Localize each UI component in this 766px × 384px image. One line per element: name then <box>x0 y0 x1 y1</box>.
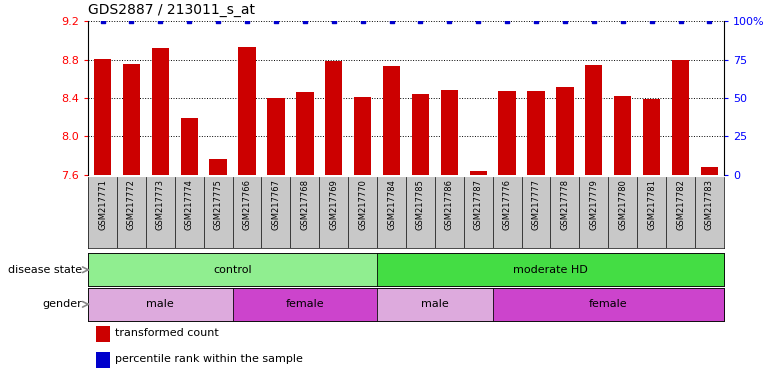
Point <box>501 18 513 24</box>
Point <box>530 18 542 24</box>
Bar <box>383 66 400 175</box>
Bar <box>440 90 458 175</box>
Text: GSM217782: GSM217782 <box>676 179 685 230</box>
Point <box>183 18 195 24</box>
Bar <box>96 326 110 342</box>
Point <box>328 18 340 24</box>
Bar <box>238 47 256 175</box>
Text: GSM217772: GSM217772 <box>127 179 136 230</box>
Text: GSM217768: GSM217768 <box>300 179 309 230</box>
Point <box>674 18 686 24</box>
Point <box>472 18 484 24</box>
Bar <box>701 167 718 175</box>
Text: GDS2887 / 213011_s_at: GDS2887 / 213011_s_at <box>88 3 255 17</box>
Bar <box>88 253 377 286</box>
Text: GSM217779: GSM217779 <box>589 179 598 230</box>
Text: GSM217775: GSM217775 <box>214 179 223 230</box>
Text: female: female <box>589 299 627 310</box>
Point <box>414 18 427 24</box>
Bar <box>672 60 689 175</box>
Bar <box>527 91 545 175</box>
Text: GSM217767: GSM217767 <box>271 179 280 230</box>
Bar <box>88 288 233 321</box>
Text: GSM217776: GSM217776 <box>502 179 512 230</box>
Text: GSM217766: GSM217766 <box>243 179 251 230</box>
Text: transformed count: transformed count <box>115 328 218 338</box>
Bar <box>614 96 631 175</box>
Bar <box>325 61 342 175</box>
Point <box>126 18 138 24</box>
Text: GSM217786: GSM217786 <box>445 179 453 230</box>
Text: female: female <box>286 299 324 310</box>
Text: GSM217774: GSM217774 <box>185 179 194 230</box>
Text: percentile rank within the sample: percentile rank within the sample <box>115 354 303 364</box>
Bar <box>377 288 493 321</box>
Bar <box>94 58 111 175</box>
Point <box>154 18 166 24</box>
Bar <box>354 97 372 175</box>
Bar <box>296 92 313 175</box>
Bar <box>96 352 110 368</box>
Bar <box>181 118 198 175</box>
Text: male: male <box>421 299 449 310</box>
Text: GSM217770: GSM217770 <box>358 179 367 230</box>
Text: GSM217773: GSM217773 <box>155 179 165 230</box>
Bar <box>233 288 377 321</box>
Text: GSM217784: GSM217784 <box>387 179 396 230</box>
Text: moderate HD: moderate HD <box>513 265 588 275</box>
Point <box>97 18 109 24</box>
Text: GSM217777: GSM217777 <box>532 179 541 230</box>
Point <box>646 18 658 24</box>
Point <box>703 18 715 24</box>
Bar <box>267 98 285 175</box>
Point <box>212 18 224 24</box>
Text: GSM217769: GSM217769 <box>329 179 339 230</box>
Text: GSM217783: GSM217783 <box>705 179 714 230</box>
Text: gender: gender <box>42 299 82 310</box>
Point <box>241 18 254 24</box>
Text: disease state: disease state <box>8 265 82 275</box>
Bar <box>209 159 227 175</box>
Text: GSM217785: GSM217785 <box>416 179 425 230</box>
Point <box>558 18 571 24</box>
Bar <box>499 91 516 175</box>
Point <box>356 18 368 24</box>
Bar <box>556 88 574 175</box>
Bar <box>412 94 429 175</box>
Point <box>588 18 600 24</box>
Bar <box>493 288 724 321</box>
Bar <box>643 99 660 175</box>
Text: male: male <box>146 299 174 310</box>
Point <box>270 18 282 24</box>
Bar <box>123 64 140 175</box>
Point <box>299 18 311 24</box>
Bar <box>377 253 724 286</box>
Text: GSM217787: GSM217787 <box>473 179 483 230</box>
Text: GSM217778: GSM217778 <box>561 179 569 230</box>
Point <box>444 18 456 24</box>
Text: GSM217781: GSM217781 <box>647 179 656 230</box>
Text: GSM217771: GSM217771 <box>98 179 107 230</box>
Bar <box>585 65 603 175</box>
Point <box>617 18 629 24</box>
Text: control: control <box>213 265 252 275</box>
Bar <box>470 171 487 175</box>
Point <box>385 18 398 24</box>
Bar <box>152 48 169 175</box>
Text: GSM217780: GSM217780 <box>618 179 627 230</box>
